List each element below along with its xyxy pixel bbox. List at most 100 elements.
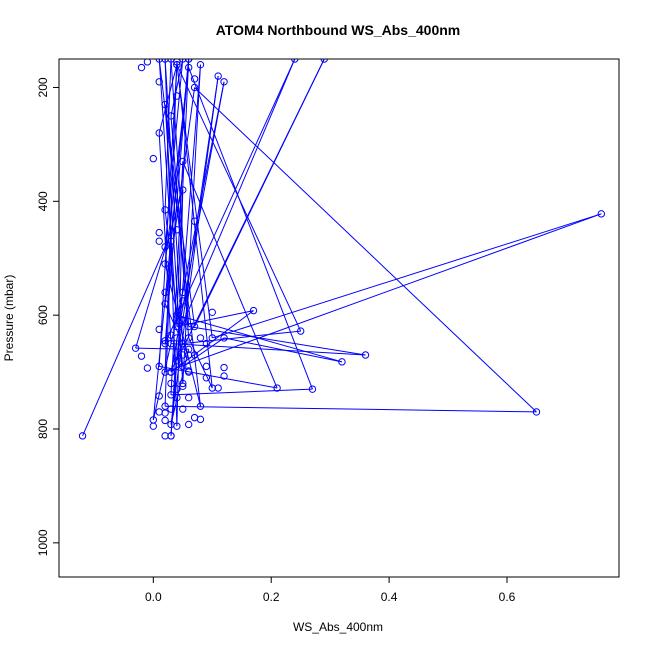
y-tick-label: 200 xyxy=(36,77,50,97)
data-point xyxy=(179,59,187,63)
data-point xyxy=(220,372,228,380)
series-lines xyxy=(82,59,602,437)
data-point xyxy=(196,60,205,69)
data-point xyxy=(149,154,158,163)
series-segment xyxy=(182,64,201,384)
series-segment xyxy=(170,388,313,396)
data-point xyxy=(196,415,205,424)
data-point xyxy=(597,210,606,218)
data-point xyxy=(161,300,169,308)
series-segment xyxy=(164,59,190,344)
data-point xyxy=(202,339,211,348)
y-tick-label: 1000 xyxy=(36,529,50,556)
data-point xyxy=(214,384,222,392)
data-point xyxy=(161,432,169,440)
data-point xyxy=(220,363,228,372)
series-segment xyxy=(182,161,278,389)
data-point xyxy=(179,317,187,325)
y-tick-label: 800 xyxy=(36,419,50,439)
data-point xyxy=(161,260,169,268)
data-point xyxy=(167,391,175,399)
data-point xyxy=(202,374,211,382)
data-point xyxy=(161,416,169,425)
data-point xyxy=(179,339,187,348)
y-tick-label: 600 xyxy=(36,305,50,325)
data-point xyxy=(173,322,181,331)
data-point xyxy=(155,362,163,371)
data-point xyxy=(143,59,152,66)
data-point xyxy=(167,368,175,376)
data-point xyxy=(179,351,187,359)
data-point xyxy=(173,60,181,69)
series-segment xyxy=(164,87,196,304)
data-point xyxy=(208,308,216,317)
series-segment xyxy=(170,161,184,395)
data-point xyxy=(184,393,193,402)
data-point xyxy=(131,344,140,352)
data-point xyxy=(155,228,163,237)
data-point xyxy=(184,63,193,72)
data-point xyxy=(161,288,169,297)
data-point xyxy=(173,311,181,319)
y-tick-label: 400 xyxy=(36,191,50,211)
data-point xyxy=(190,75,199,83)
data-point xyxy=(190,351,199,359)
data-point xyxy=(184,322,193,331)
x-tick-label: 0.4 xyxy=(381,590,398,604)
data-point xyxy=(143,364,152,372)
series-segment xyxy=(82,246,166,437)
data-point xyxy=(155,237,163,245)
series-segment xyxy=(223,337,343,363)
series-segment xyxy=(165,405,537,413)
data-point xyxy=(179,362,187,371)
data-point xyxy=(173,226,181,234)
data-point xyxy=(173,59,181,66)
data-point xyxy=(173,356,181,365)
series-segment xyxy=(164,59,178,427)
series-markers xyxy=(78,59,606,440)
data-point xyxy=(155,408,163,416)
data-point xyxy=(137,352,146,360)
series-segment xyxy=(170,59,184,117)
data-point xyxy=(208,384,216,392)
data-point xyxy=(167,331,175,339)
data-point xyxy=(184,351,193,359)
data-point xyxy=(202,362,211,371)
data-point xyxy=(173,422,181,430)
series-segment xyxy=(188,326,366,356)
data-point xyxy=(273,384,281,392)
data-point xyxy=(338,358,346,366)
data-point xyxy=(155,78,163,86)
data-point xyxy=(184,345,193,354)
data-point xyxy=(179,186,187,194)
series-segment xyxy=(188,337,213,389)
series-segment xyxy=(176,64,213,338)
data-point xyxy=(320,59,328,63)
data-point xyxy=(184,334,193,342)
data-point xyxy=(179,157,187,166)
series-segment xyxy=(176,314,343,363)
data-point xyxy=(214,72,222,80)
data-point xyxy=(78,432,87,440)
data-point xyxy=(161,206,169,214)
series-segment xyxy=(164,213,602,373)
data-point xyxy=(179,382,187,391)
data-point xyxy=(361,351,370,359)
data-point xyxy=(208,334,216,342)
series-segment xyxy=(176,59,325,361)
data-point xyxy=(220,334,228,342)
data-point xyxy=(167,112,175,120)
data-point xyxy=(196,334,205,342)
data-point xyxy=(184,368,193,376)
data-point xyxy=(220,78,228,86)
series-segment xyxy=(176,59,296,339)
data-point xyxy=(308,385,317,393)
data-point xyxy=(249,306,258,315)
data-point xyxy=(173,393,181,402)
x-tick-label: 0.2 xyxy=(263,590,280,604)
y-axis-label: Pressure (mbar) xyxy=(2,275,16,362)
series-segment xyxy=(188,67,313,390)
series-segment xyxy=(176,189,184,427)
data-point xyxy=(161,368,169,376)
data-point xyxy=(179,379,187,388)
